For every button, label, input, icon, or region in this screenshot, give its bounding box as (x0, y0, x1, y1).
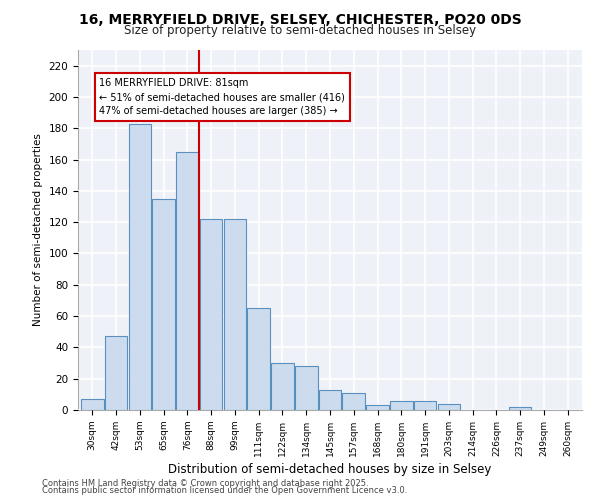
Bar (152, 198, 175, 410)
Text: 16, MERRYFIELD DRIVE, SELSEY, CHICHESTER, PO20 0DS: 16, MERRYFIELD DRIVE, SELSEY, CHICHESTER… (79, 12, 521, 26)
Text: Contains public sector information licensed under the Open Government Licence v3: Contains public sector information licen… (42, 486, 407, 495)
Text: Contains HM Land Registry data © Crown copyright and database right 2025.: Contains HM Land Registry data © Crown c… (42, 478, 368, 488)
Y-axis label: Number of semi-detached properties: Number of semi-detached properties (33, 134, 43, 326)
Bar (366, 406, 389, 410)
Bar (437, 404, 460, 410)
Bar (247, 308, 270, 410)
Bar (128, 124, 151, 410)
Bar (271, 363, 294, 410)
Bar (414, 400, 436, 410)
Text: 16 MERRYFIELD DRIVE: 81sqm
← 51% of semi-detached houses are smaller (416)
47% o: 16 MERRYFIELD DRIVE: 81sqm ← 51% of semi… (100, 78, 345, 116)
Bar (105, 336, 127, 410)
Bar (295, 366, 317, 410)
Bar (200, 219, 223, 410)
Bar (509, 407, 532, 410)
Text: Size of property relative to semi-detached houses in Selsey: Size of property relative to semi-detach… (124, 24, 476, 37)
Bar (343, 393, 365, 410)
Bar (390, 400, 413, 410)
Bar (81, 399, 104, 410)
X-axis label: Distribution of semi-detached houses by size in Selsey: Distribution of semi-detached houses by … (169, 463, 491, 476)
Bar (319, 390, 341, 410)
Bar (176, 152, 199, 410)
Bar (224, 219, 246, 410)
